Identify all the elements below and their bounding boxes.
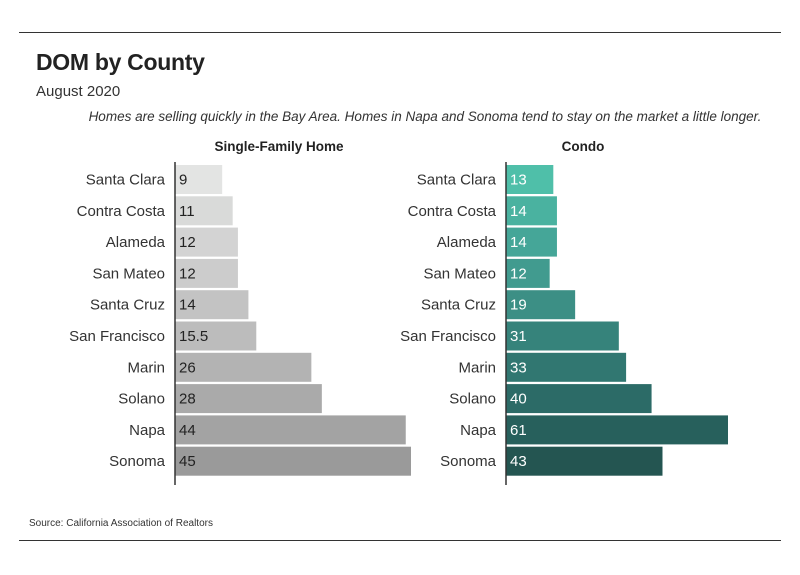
chart-title: DOM by County	[36, 49, 205, 75]
single-family-value-label: 44	[179, 422, 196, 439]
condo-category-label: San Francisco	[400, 328, 496, 345]
bottom-rule	[19, 540, 781, 541]
condo-category-label: Solano	[449, 391, 496, 408]
condo-value-label: 12	[510, 265, 527, 282]
condo-value-label: 14	[510, 203, 527, 220]
single-family-value-label: 9	[179, 172, 187, 189]
condo-bar-solano	[506, 384, 652, 414]
single-family-value-label: 15.5	[179, 328, 208, 345]
condo-panel-title: Condo	[562, 139, 605, 154]
chart-note: Homes are selling quickly in the Bay Are…	[88, 109, 762, 124]
single-family-panel-title: Single-Family Home	[214, 139, 344, 154]
condo-value-label: 19	[510, 297, 527, 314]
single-family-category-label: Marin	[127, 359, 165, 376]
single-family-category-label: Alameda	[106, 234, 166, 251]
single-family-category-label: Napa	[129, 422, 166, 439]
condo-bar-sonoma	[506, 446, 663, 476]
condo-bar-napa	[506, 415, 728, 445]
single-family-bar-sonoma	[175, 446, 411, 476]
single-family-bar-napa	[175, 415, 406, 445]
single-family-bar-contra-costa	[175, 196, 233, 226]
condo-value-label: 13	[510, 172, 527, 189]
condo-value-label: 61	[510, 422, 527, 439]
condo-bar-san-francisco	[506, 321, 619, 351]
condo-value-label: 40	[510, 391, 527, 408]
condo-bar-alameda	[506, 227, 557, 257]
condo-value-label: 33	[510, 359, 527, 376]
single-family-value-label: 12	[179, 234, 196, 251]
top-rule	[19, 32, 781, 33]
single-family-bar-alameda	[175, 227, 238, 257]
condo-bar-santa-clara	[506, 165, 554, 194]
condo-category-label: Napa	[460, 422, 497, 439]
single-family-bar-san-mateo	[175, 258, 238, 288]
single-family-value-label: 11	[179, 203, 195, 220]
single-family-category-label: Solano	[118, 391, 165, 408]
single-family-category-label: Santa Cruz	[90, 297, 165, 314]
single-family-value-label: 28	[179, 391, 196, 408]
single-family-value-label: 26	[179, 359, 196, 376]
condo-bar-marin	[506, 352, 627, 382]
single-family-category-label: San Francisco	[69, 328, 165, 345]
condo-bar-san-mateo	[506, 258, 550, 288]
single-family-bar-santa-clara	[175, 165, 223, 194]
single-family-bar-san-francisco	[175, 321, 257, 351]
condo-bar-contra-costa	[506, 196, 557, 226]
single-family-category-label: San Mateo	[92, 265, 165, 282]
condo-category-label: Santa Cruz	[421, 297, 496, 314]
condo-category-label: San Mateo	[423, 265, 496, 282]
single-family-bar-santa-cruz	[175, 290, 249, 320]
condo-category-label: Santa Clara	[417, 172, 497, 189]
condo-category-label: Marin	[458, 359, 496, 376]
condo-value-label: 31	[510, 328, 527, 345]
condo-bar-santa-cruz	[506, 290, 576, 320]
condo-category-label: Contra Costa	[408, 203, 497, 220]
source-note: Source: California Association of Realto…	[29, 518, 213, 529]
single-family-bar-solano	[175, 384, 322, 414]
condo-value-label: 43	[510, 453, 527, 470]
single-family-bar-marin	[175, 352, 312, 382]
single-family-value-label: 12	[179, 265, 196, 282]
single-family-category-label: Contra Costa	[77, 203, 166, 220]
single-family-category-label: Sonoma	[109, 453, 166, 470]
condo-category-label: Sonoma	[440, 453, 497, 470]
single-family-category-label: Santa Clara	[86, 172, 166, 189]
single-family-value-label: 45	[179, 453, 196, 470]
condo-value-label: 14	[510, 234, 527, 251]
chart-subtitle: August 2020	[36, 83, 121, 100]
single-family-value-label: 14	[179, 297, 196, 314]
condo-category-label: Alameda	[437, 234, 497, 251]
